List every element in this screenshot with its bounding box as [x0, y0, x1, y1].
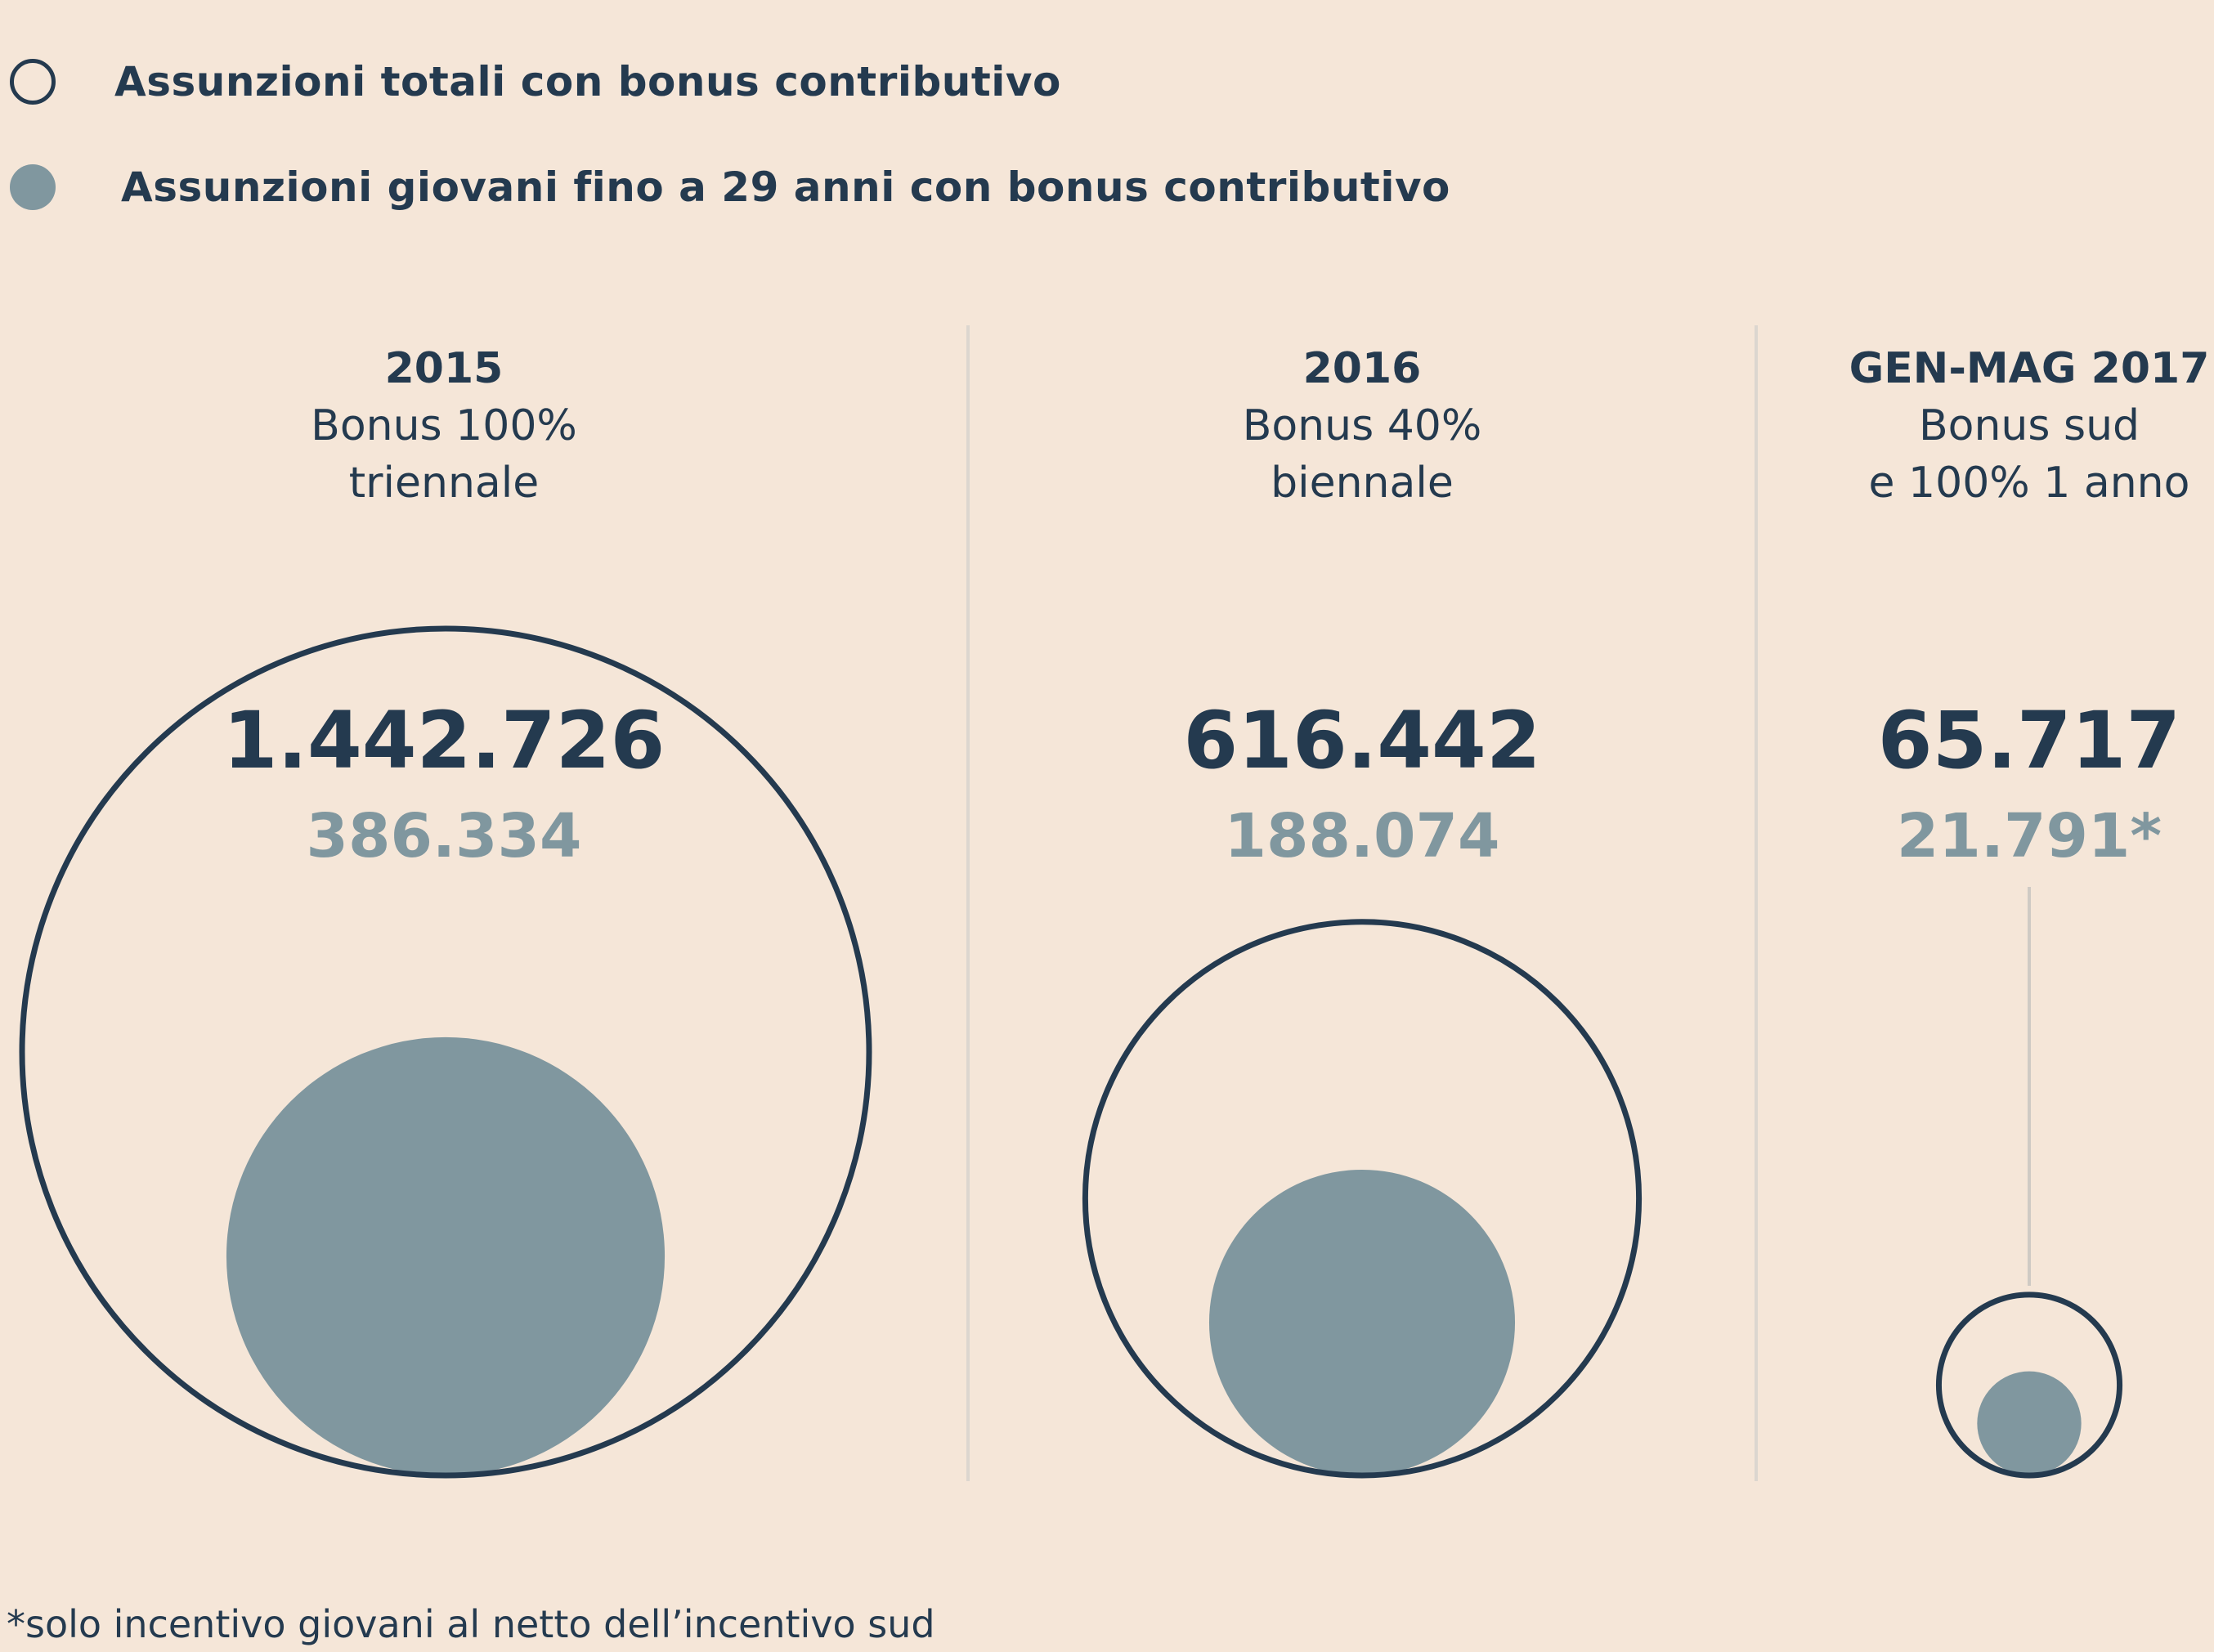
bonus-label-line1: Bonus 40% [1242, 401, 1482, 450]
total-bubble-2015 [19, 625, 872, 1479]
bonus-label-line2: e 100% 1 anno [1868, 459, 2190, 508]
footnote: *solo incentivo giovani al netto dell’in… [7, 1602, 935, 1646]
bonus-label-line1: Bonus sud [1918, 401, 2140, 450]
youth-bubble-2015 [226, 1036, 666, 1475]
legend-filled-circle-icon [10, 164, 56, 210]
total-bubble-2017 [1935, 1292, 2123, 1479]
panel-header-2015: 2015 Bonus 100% triennale [133, 340, 755, 512]
bonus-label-line2: triennale [348, 459, 540, 508]
total-value-2017: 65.717 [1877, 695, 2181, 786]
legend-label-total: Assunzioni totali con bonus contributivo [114, 58, 1061, 105]
legend-item-total: Assunzioni totali con bonus contributivo [0, 58, 1061, 105]
legend-outline-circle-icon [10, 59, 56, 105]
panel-header-2017: GEN-MAG 2017 Bonus sud e 100% 1 anno [1719, 340, 2214, 512]
period-label: 2016 [1302, 344, 1422, 393]
bonus-label-line1: Bonus 100% [311, 401, 577, 450]
youth-bubble-2016 [1208, 1169, 1516, 1475]
bonus-label-line2: biennale [1271, 459, 1454, 508]
total-value-2016: 616.442 [1183, 695, 1541, 786]
total-value-2015: 1.442.726 [222, 695, 666, 786]
youth-value-2017: 21.791* [1896, 801, 2162, 871]
legend-item-youth: Assunzioni giovani fino a 29 anni con bo… [0, 163, 1450, 211]
youth-value-2015: 386.334 [306, 801, 582, 871]
youth-value-2016: 188.074 [1224, 801, 1500, 871]
period-label: 2015 [384, 344, 504, 393]
panel-header-2016: 2016 Bonus 40% biennale [1051, 340, 1673, 512]
youth-bubble-2017 [1977, 1371, 2082, 1476]
total-bubble-2016 [1082, 919, 1643, 1479]
period-label: GEN-MAG 2017 [1849, 344, 2210, 393]
legend-label-youth: Assunzioni giovani fino a 29 anni con bo… [121, 163, 1450, 211]
